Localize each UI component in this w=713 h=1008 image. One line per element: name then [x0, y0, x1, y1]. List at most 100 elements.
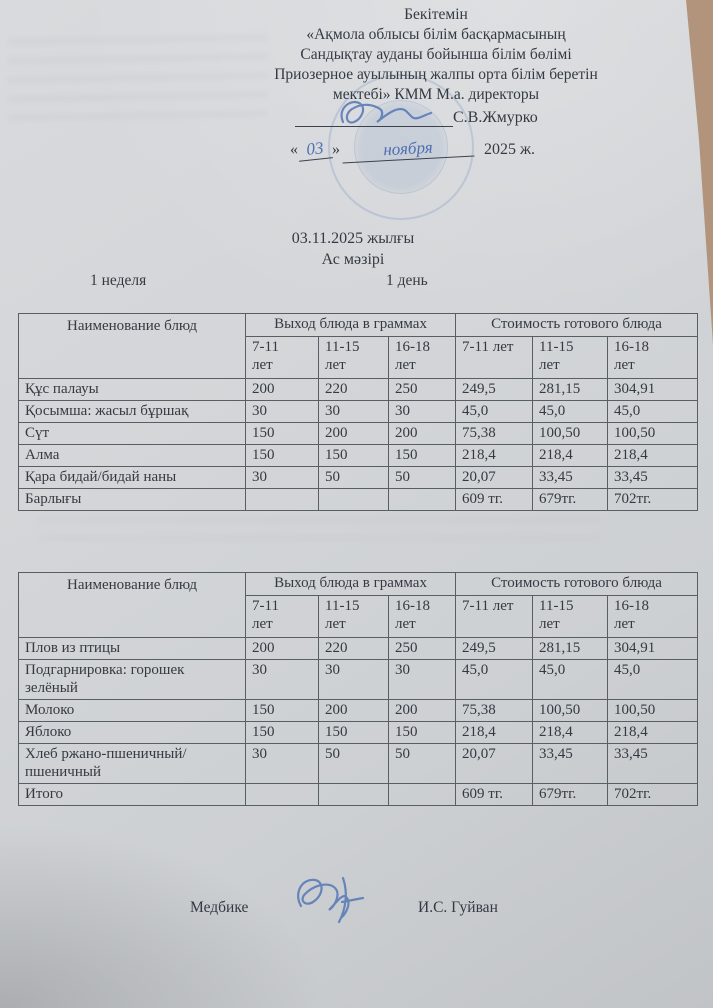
column-group-cost: Стоимость готового блюда: [455, 572, 699, 596]
value-cell: 45,0: [607, 400, 699, 423]
nurse-name: И.С. Гуйван: [418, 899, 498, 916]
total-row: Барлығы 609 тг. 679тг. 702тг.: [18, 488, 699, 511]
value-cell: 20,07: [455, 743, 534, 784]
director-signature-icon: [340, 100, 433, 124]
table-row: Хлеб ржано-пшеничный/пшеничный 30 50 50 20,0…: [18, 743, 699, 784]
date-year: 2025 ж.: [484, 141, 536, 158]
table-row: Сүт 150 200 200 75,38 100,50 100,50: [18, 422, 699, 445]
total-value-cell: 679тг.: [532, 488, 609, 511]
director-name: С.В.Жмурко: [453, 109, 538, 126]
table-row: Молоко 150 200 200 75,38 100,50 100,50: [18, 699, 699, 722]
value-cell: 100,50: [607, 699, 699, 722]
org-line: Сандықтау ауданы бойынша білім бөлімі: [300, 46, 572, 63]
org-line: Приозерное ауылының жалпы орта білім бер…: [274, 66, 598, 83]
value-cell: 150: [318, 721, 389, 744]
dish-name-cell: Хлеб ржано-пшеничный/пшеничный: [18, 743, 246, 784]
value-cell: 100,50: [532, 699, 609, 722]
column-group-cost: Стоимость готового блюда: [455, 313, 699, 337]
table-row: Яблоко 150 150 150 218,4 218,4 218,4: [18, 721, 699, 744]
value-cell: 20,07: [455, 466, 534, 489]
value-cell: 45,0: [532, 400, 609, 423]
dish-name-cell: Плов из птицы: [18, 637, 246, 660]
column-header-age-3: 7-11 лет: [455, 336, 534, 379]
column-header-age-2: 16-18 лет: [387, 595, 457, 638]
value-cell: 218,4: [532, 721, 609, 744]
table-row: Қара бидай/бидай наны 30 50 50 20,07 33,45 33,…: [18, 466, 699, 489]
value-cell: 218,4: [455, 444, 534, 467]
menu-table-kazakh: Наименование блюд Выход блюда в граммах Ст…: [18, 313, 699, 511]
value-cell: 200: [318, 422, 389, 445]
value-cell: 200: [387, 699, 457, 722]
bleed-through-ghost-text: [40, 505, 600, 553]
value-cell: 150: [387, 721, 457, 744]
column-header-age-3: 7-11 лет: [455, 595, 534, 638]
table-subheader-row: 7-11 лет 11-15 лет 16-18 лет 7-11 лет 11-15 …: [19, 595, 699, 638]
value-cell: 50: [318, 743, 389, 784]
round-stamp: [328, 74, 474, 220]
dish-name-cell: Алма: [18, 444, 246, 467]
value-cell: 200: [245, 378, 319, 401]
column-header-age-0: 7-11 лет: [245, 336, 319, 379]
value-cell: 249,5: [455, 637, 534, 660]
column-header-age-1: 11-15 лет: [318, 336, 389, 379]
value-cell: 150: [245, 422, 319, 445]
value-cell: 250: [387, 637, 457, 660]
value-cell: 304,91: [607, 378, 699, 401]
column-header-age-4: 11-15 лет: [532, 595, 609, 638]
value-cell: 200: [387, 422, 457, 445]
column-group-weight: Выход блюда в граммах: [244, 572, 457, 596]
total-value-cell: 702тг.: [607, 488, 699, 511]
value-cell: 33,45: [607, 743, 699, 784]
signature-line: [295, 100, 453, 127]
value-cell: 30: [245, 466, 319, 489]
total-value-cell: [245, 488, 319, 511]
total-value-cell: 702тг.: [607, 783, 699, 806]
value-cell: 150: [245, 699, 319, 722]
dish-name-cell: Сүт: [18, 422, 246, 445]
total-row: Итого 609 тг. 679тг. 702тг.: [18, 783, 699, 806]
quote-open: «: [290, 141, 298, 158]
table-header-row: Наименование блюд Выход блюда в граммах Ст…: [18, 313, 699, 379]
week-label: 1 неделя: [90, 272, 147, 289]
value-cell: 30: [387, 659, 457, 700]
column-header-age-1: 11-15 лет: [318, 595, 389, 638]
org-line: «Ақмола облысы білім басқармасының: [306, 26, 566, 43]
column-header-age-2: 16-18 лет: [387, 336, 457, 379]
value-cell: 218,4: [455, 721, 534, 744]
value-cell: 200: [245, 637, 319, 660]
value-cell: 200: [318, 699, 389, 722]
value-cell: 281,15: [532, 637, 609, 660]
total-value-cell: 609 тг.: [455, 488, 534, 511]
column-header-age-5: 16-18 лет: [607, 595, 699, 638]
menu-date-line: 03.11.2025 жылғы: [291, 230, 415, 247]
approval-block: Бекітемін «Ақмола облысы білім басқармас…: [178, 5, 694, 105]
approval-title: Бекітемін: [404, 6, 468, 23]
value-cell: 218,4: [607, 721, 699, 744]
value-cell: 33,45: [532, 466, 609, 489]
value-cell: 218,4: [607, 444, 699, 467]
menu-title: Ас мәзірі: [321, 251, 385, 268]
table-subheader-row: 7-11 лет 11-15 лет 16-18 лет 7-11 лет 11-15 …: [19, 336, 699, 379]
quote-close: »: [332, 141, 340, 158]
document-title-block: 03.11.2025 жылғы Ас мәзірі: [0, 228, 706, 270]
value-cell: 50: [318, 466, 389, 489]
handwritten-day: 03: [296, 137, 334, 162]
value-cell: 30: [245, 400, 319, 423]
approval-date-row: «03» ноября 2025 ж.: [290, 135, 536, 164]
table-row: Алма 150 150 150 218,4 218,4 218,4: [18, 444, 699, 467]
value-cell: 33,45: [607, 466, 699, 489]
director-signature-row: С.В.Жмурко: [295, 100, 538, 127]
total-value-cell: [245, 783, 319, 806]
value-cell: 45,0: [607, 659, 699, 700]
dish-name-cell: Қосымша: жасыл бұршақ: [18, 400, 246, 423]
value-cell: 218,4: [532, 444, 609, 467]
column-header-dish-name: Наименование блюд: [18, 313, 246, 379]
day-label: 1 день: [386, 272, 428, 289]
value-cell: 30: [245, 659, 319, 700]
column-group-weight: Выход блюда в граммах: [244, 313, 457, 337]
total-label-cell: Барлығы: [18, 488, 246, 511]
value-cell: 220: [318, 378, 389, 401]
column-header-dish-name: Наименование блюд: [18, 572, 246, 638]
value-cell: 150: [387, 444, 457, 467]
value-cell: 45,0: [455, 659, 534, 700]
